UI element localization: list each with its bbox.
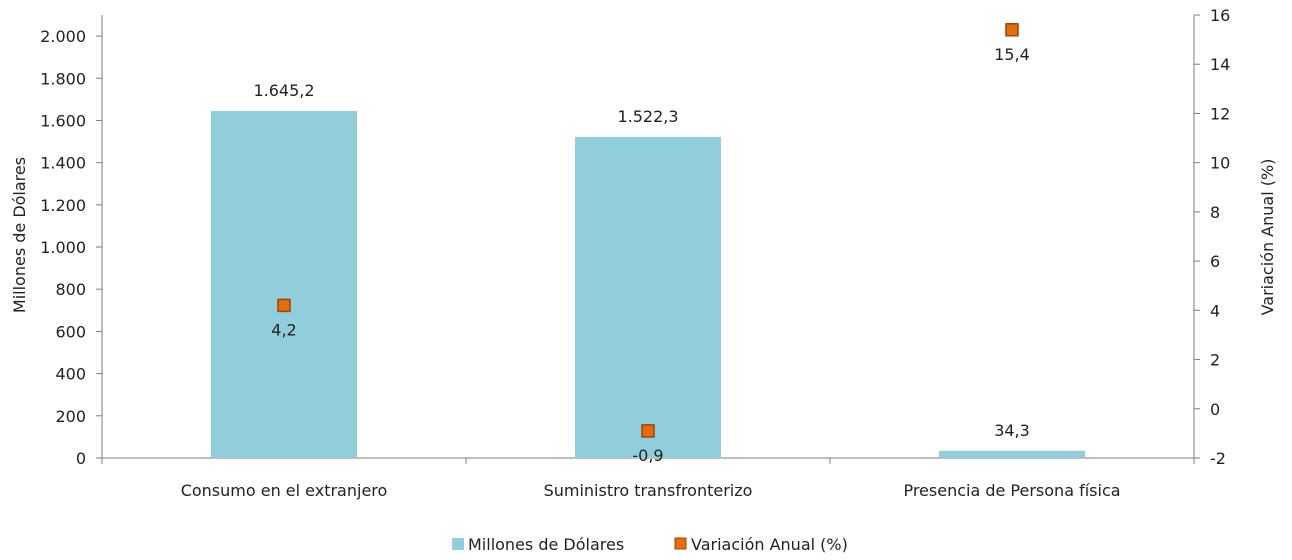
marker-value-label: 4,2 xyxy=(271,320,296,339)
bar-value-label: 34,3 xyxy=(994,421,1030,440)
right-axis-ticks: -2 0 2 4 6 8 10 12 14 16 xyxy=(1194,6,1230,468)
left-axis-title: Millones de Dólares xyxy=(10,157,29,313)
legend-label-bar: Millones de Dólares xyxy=(468,535,624,554)
bar-value-label: 1.522,3 xyxy=(617,107,678,126)
right-tick-label: 2 xyxy=(1210,351,1220,370)
marker-point xyxy=(277,298,291,313)
right-tick-label: 4 xyxy=(1210,301,1220,320)
left-tick-label: 1.200 xyxy=(40,196,86,215)
category-axis-labels: Consumo en el extranjero Suministro trans… xyxy=(181,481,1121,500)
marker-point xyxy=(641,424,655,438)
left-tick-label: 200 xyxy=(55,407,86,426)
bar xyxy=(939,450,1085,458)
right-tick-label: 8 xyxy=(1210,203,1220,222)
left-tick-label: 1.400 xyxy=(40,154,86,173)
left-tick-label: 0 xyxy=(76,449,86,468)
legend: Millones de Dólares Variación Anual (%) xyxy=(452,535,848,554)
left-tick-label: 400 xyxy=(55,365,86,384)
left-tick-label: 600 xyxy=(55,322,86,341)
bar-series xyxy=(211,110,1085,459)
right-axis-title: Variación Anual (%) xyxy=(1258,159,1277,316)
left-tick-label: 1.800 xyxy=(40,69,86,88)
legend-label-marker: Variación Anual (%) xyxy=(691,535,848,554)
left-axis-ticks: 0 200 400 600 800 1.000 1.200 1.400 1.600 1.800 2.… xyxy=(40,27,102,468)
bar xyxy=(211,110,357,459)
right-tick-label: 14 xyxy=(1210,55,1230,74)
bar xyxy=(575,136,721,458)
right-tick-label: 16 xyxy=(1210,6,1230,25)
category-label: Consumo en el extranjero xyxy=(181,481,388,500)
data-labels: 1.645,2 1.522,3 34,3 4,2 -0,9 15,4 xyxy=(253,45,1029,465)
right-tick-label: 0 xyxy=(1210,400,1220,419)
marker-series xyxy=(277,23,1019,438)
marker-value-label: -0,9 xyxy=(632,446,663,465)
bar-value-label: 1.645,2 xyxy=(253,81,314,100)
right-tick-label: 12 xyxy=(1210,104,1230,123)
legend-swatch-bar xyxy=(452,538,464,550)
category-label: Suministro transfronterizo xyxy=(544,481,753,500)
marker-value-label: 15,4 xyxy=(994,45,1030,64)
category-label: Presencia de Persona física xyxy=(903,481,1120,500)
right-tick-label: 6 xyxy=(1210,252,1220,271)
left-tick-label: 1.600 xyxy=(40,111,86,130)
left-tick-label: 1.000 xyxy=(40,238,86,257)
right-tick-label: 10 xyxy=(1210,154,1230,173)
legend-swatch-marker xyxy=(674,537,687,550)
left-tick-label: 2.000 xyxy=(40,27,86,46)
marker-point xyxy=(1005,23,1019,37)
left-tick-label: 800 xyxy=(55,280,86,299)
right-tick-label: -2 xyxy=(1210,449,1226,468)
